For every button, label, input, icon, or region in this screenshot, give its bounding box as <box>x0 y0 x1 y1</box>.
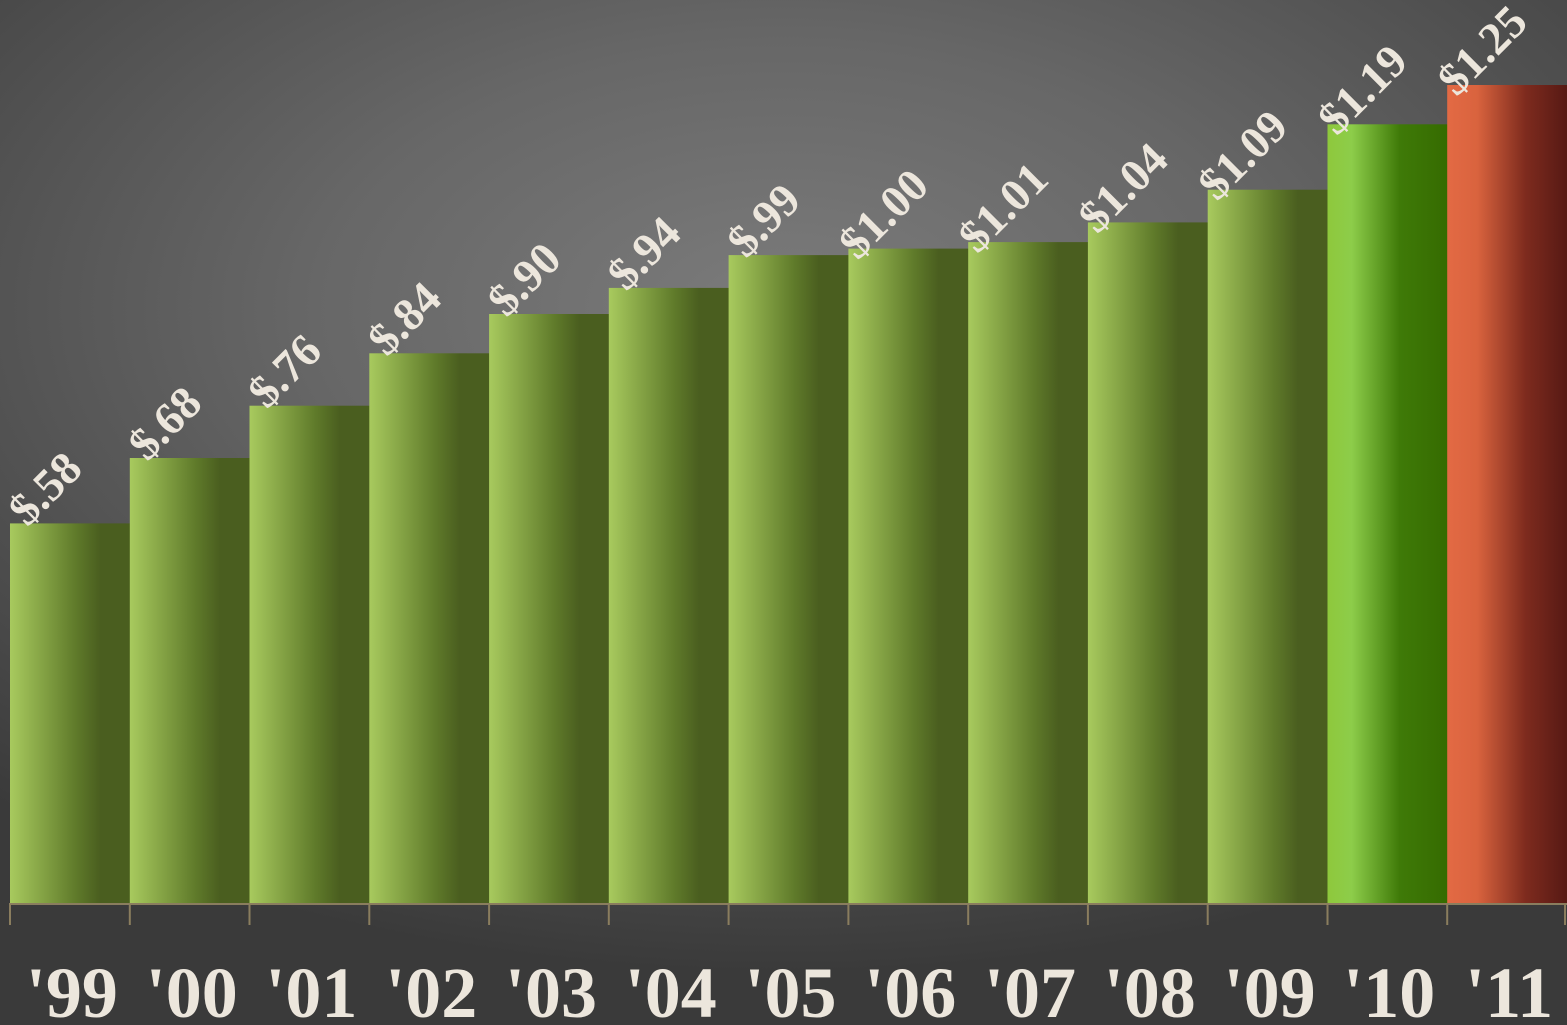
bar-2 <box>249 405 370 903</box>
bar-7 <box>848 248 969 904</box>
value-label-1: $.68 <box>118 377 211 470</box>
value-label-5: $.94 <box>597 206 690 299</box>
category-label-11: '10 <box>1343 953 1435 1025</box>
category-label-6: '05 <box>744 953 836 1025</box>
bar-11 <box>1327 124 1448 904</box>
value-label-0: $.58 <box>0 442 91 535</box>
category-label-2: '01 <box>265 953 357 1025</box>
x-axis <box>9 903 1567 925</box>
bar-3 <box>369 353 490 903</box>
value-label-4: $.90 <box>478 233 571 326</box>
bar-1 <box>129 458 251 903</box>
category-label-3: '02 <box>385 953 477 1025</box>
category-labels-group: '99 '00 '01 '02 '03 '04 '05 '06 '07 '08 '09 '10 '11 <box>26 953 1553 1025</box>
category-label-4: '03 <box>505 953 597 1025</box>
bars-group <box>10 85 1567 904</box>
bar-4 <box>489 314 610 903</box>
category-label-0: '99 <box>26 953 118 1025</box>
category-label-1: '00 <box>146 953 238 1025</box>
bar-12 <box>1447 85 1567 903</box>
bar-9 <box>1087 222 1209 903</box>
category-label-10: '09 <box>1224 953 1316 1025</box>
category-label-8: '07 <box>984 953 1076 1025</box>
bar-10 <box>1207 189 1328 903</box>
category-label-5: '04 <box>625 953 717 1025</box>
category-label-12: '11 <box>1465 953 1553 1025</box>
bar-0 <box>10 523 131 903</box>
value-label-6: $.99 <box>717 174 810 267</box>
bar-6 <box>728 255 849 904</box>
bar-8 <box>968 242 1089 904</box>
category-label-9: '08 <box>1104 953 1196 1025</box>
value-label-3: $.84 <box>358 272 451 365</box>
category-label-7: '06 <box>864 953 956 1025</box>
bar-5 <box>608 287 730 903</box>
value-label-2: $.76 <box>238 324 331 417</box>
